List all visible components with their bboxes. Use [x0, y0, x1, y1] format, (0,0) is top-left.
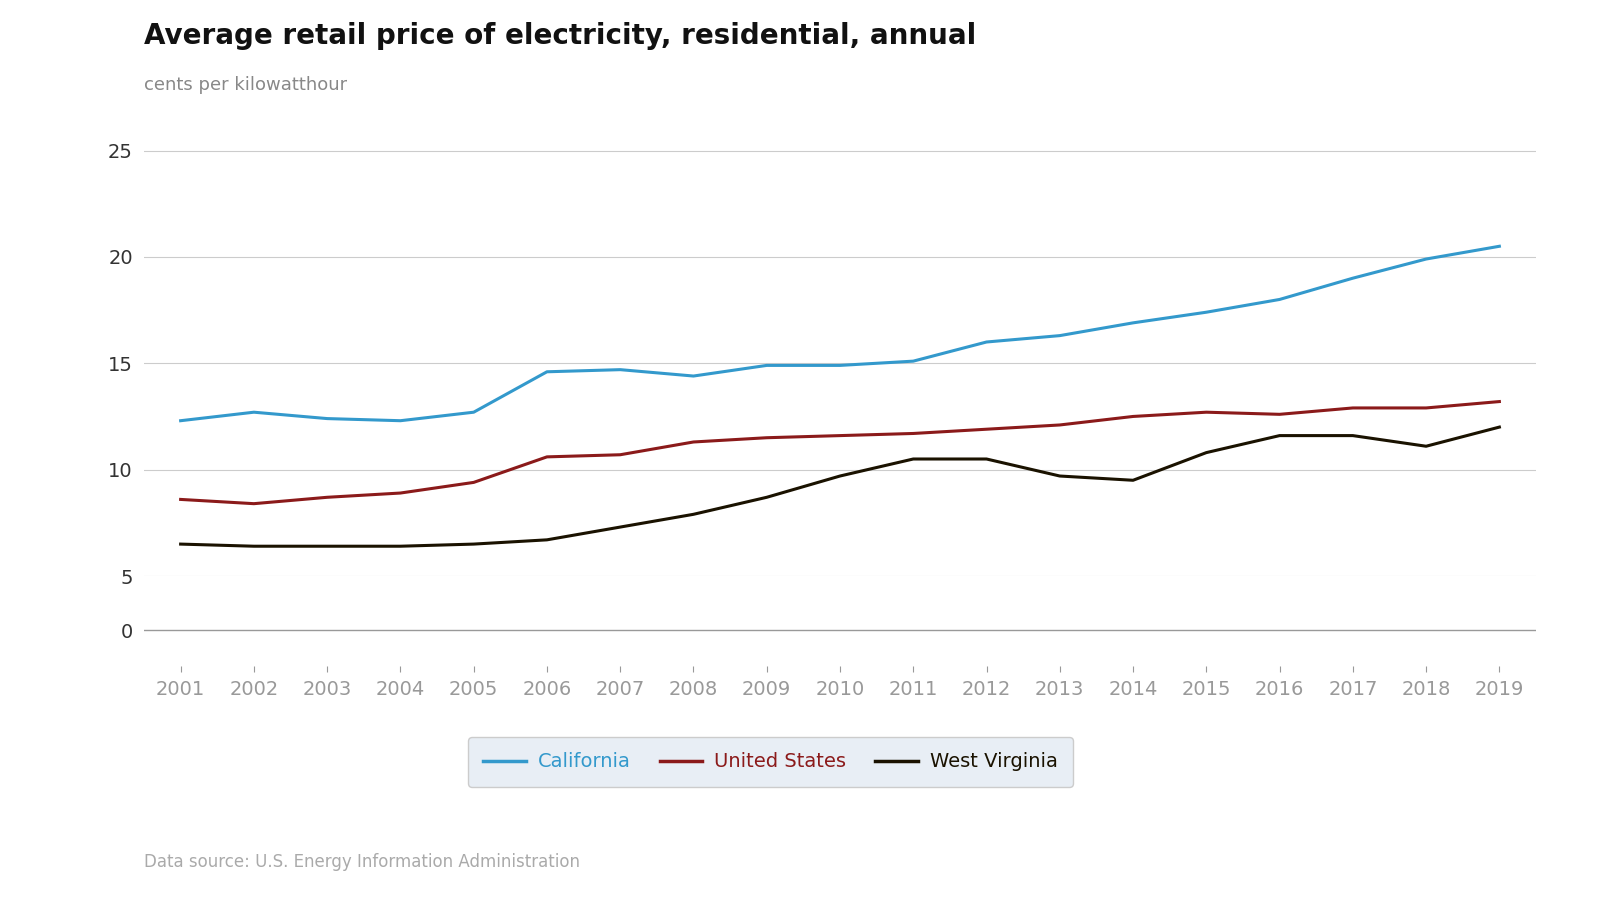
Legend: California, United States, West Virginia: California, United States, West Virginia [467, 737, 1074, 787]
Text: Average retail price of electricity, residential, annual: Average retail price of electricity, res… [144, 22, 976, 50]
Text: Data source: U.S. Energy Information Administration: Data source: U.S. Energy Information Adm… [144, 853, 579, 871]
Text: cents per kilowatthour: cents per kilowatthour [144, 76, 347, 94]
